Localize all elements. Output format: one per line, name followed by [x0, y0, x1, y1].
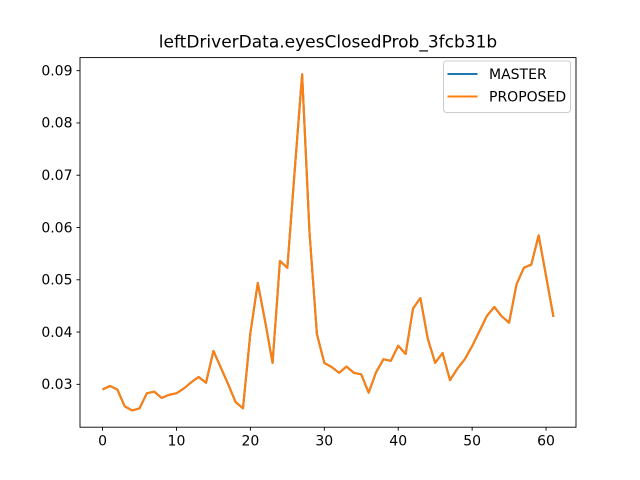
axes-frame: [79, 57, 577, 428]
y-tick-label: 0.08: [41, 116, 72, 132]
x-tick-label: 50: [463, 434, 481, 450]
x-tick-label: 60: [537, 434, 555, 450]
x-tick-label: 0: [98, 434, 107, 450]
legend-entry-master: MASTER: [447, 67, 547, 83]
y-tick-label: 0.05: [41, 273, 72, 289]
y-tick-label: 0.09: [41, 63, 72, 79]
y-tick-label: 0.04: [41, 325, 72, 341]
x-tick-label: 20: [241, 434, 259, 450]
y-tick-label: 0.06: [41, 220, 72, 236]
legend: MASTER PROPOSED: [443, 60, 571, 113]
x-axis: 0 10 20 30 40 50 60: [98, 427, 555, 450]
legend-entry-proposed: PROPOSED: [447, 90, 566, 106]
legend-label-master: MASTER: [489, 67, 547, 83]
legend-label-proposed: PROPOSED: [489, 90, 566, 106]
chart-title: leftDriverData.eyesClosedProb_3fcb31b: [159, 33, 497, 53]
y-axis: 0.03 0.04 0.05 0.06 0.07 0.08 0.09: [41, 63, 80, 393]
y-tick-label: 0.03: [41, 377, 72, 393]
series-line-proposed: [102, 73, 555, 412]
x-tick-label: 10: [168, 434, 186, 450]
plot-area: [80, 57, 576, 428]
x-tick-label: 30: [315, 434, 333, 450]
data-lines: [102, 73, 555, 412]
y-tick-label: 0.07: [41, 168, 72, 184]
x-tick-label: 40: [389, 434, 407, 450]
